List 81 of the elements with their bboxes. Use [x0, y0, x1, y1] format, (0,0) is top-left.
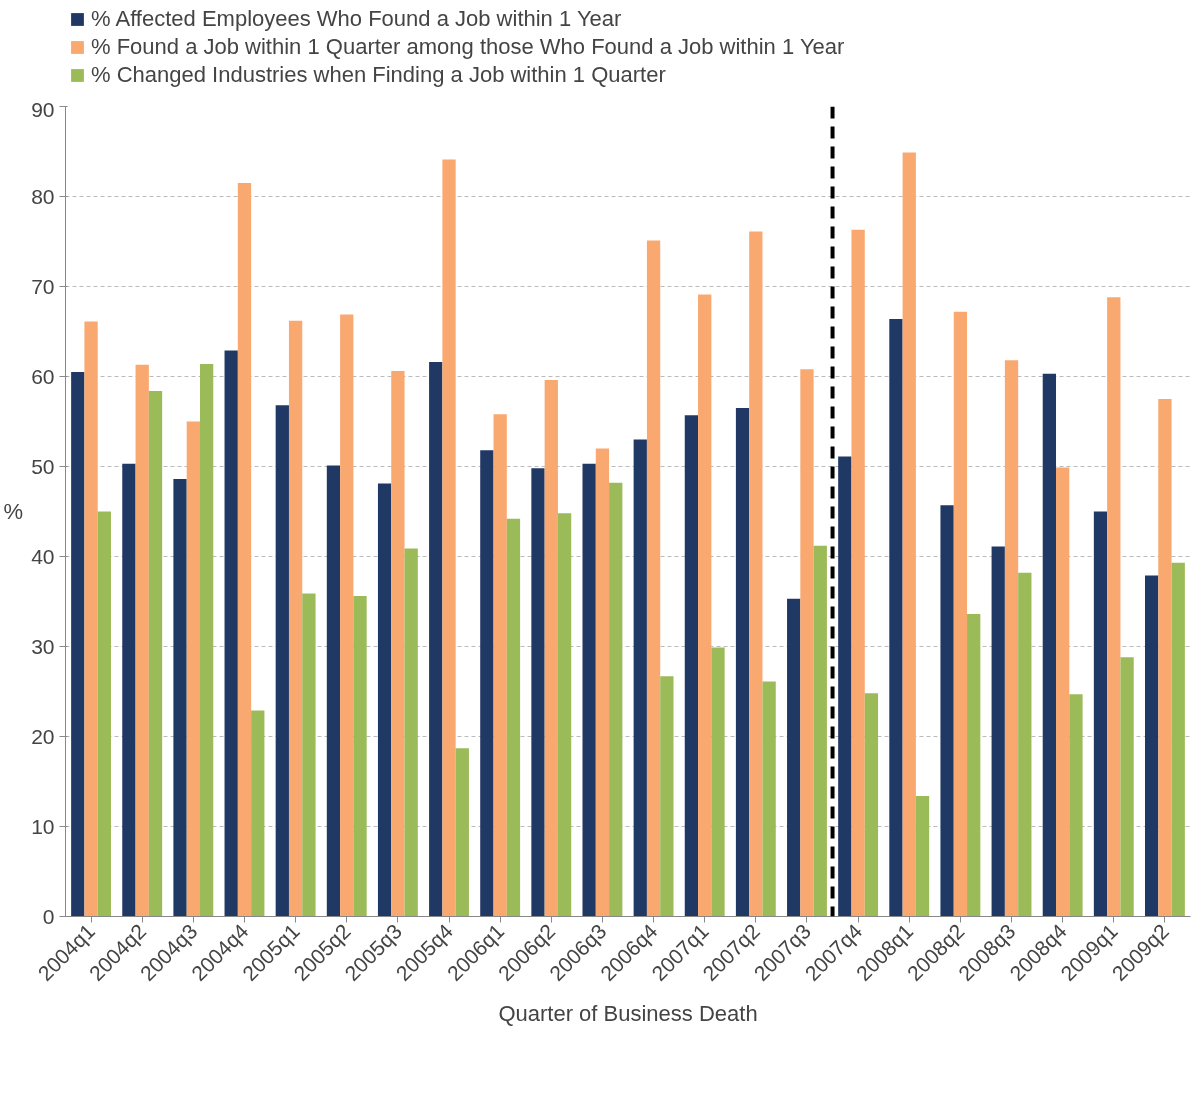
bar: [889, 318, 903, 917]
bar: [186, 421, 200, 917]
bar: [442, 159, 456, 917]
bar: [902, 152, 916, 917]
bar: [787, 598, 801, 917]
y-tick-label: 50: [31, 454, 55, 478]
bar: [340, 314, 354, 917]
bar: [595, 448, 610, 917]
legend-label: % Affected Employees Who Found a Job within 1 Year: [91, 6, 622, 32]
y-tick-label: 0: [42, 904, 55, 928]
bar: [404, 548, 418, 917]
bar: [135, 364, 149, 917]
bar: [915, 795, 930, 917]
bar: [288, 320, 303, 917]
bar: [531, 468, 545, 917]
bar: [684, 415, 699, 917]
bar: [1158, 399, 1172, 917]
bar: [544, 380, 558, 917]
bar: [237, 183, 252, 917]
bar: [633, 439, 647, 917]
bar: [1120, 657, 1134, 917]
bar: [1042, 373, 1057, 917]
bar: [557, 513, 572, 917]
bar: [749, 231, 763, 917]
bar: [71, 372, 85, 917]
bar: [762, 681, 776, 917]
bar: [429, 362, 443, 917]
bar: [838, 456, 852, 917]
y-tick-label: 90: [31, 97, 55, 121]
bar: [506, 518, 521, 917]
bar: [967, 614, 981, 917]
bar: [84, 321, 98, 917]
bar: [391, 371, 405, 917]
bar: [711, 647, 725, 917]
bar: [377, 483, 392, 917]
bar: [353, 596, 367, 917]
bar: [148, 390, 163, 917]
bar: [122, 463, 136, 917]
bar: [97, 511, 112, 917]
bar: [582, 463, 596, 917]
bar: [609, 482, 623, 917]
bar: [953, 311, 968, 917]
bar: [698, 294, 712, 917]
bar: [275, 405, 289, 917]
legend-label: % Changed Industries when Finding a Job within 1 Quarter: [91, 62, 666, 88]
y-tick-label: 40: [31, 544, 55, 568]
legend-label: % Found a Job within 1 Quarter among those Who Found a Job within 1 Year: [91, 34, 845, 60]
bar: [1069, 694, 1083, 917]
bar: [813, 545, 827, 917]
bar: [173, 479, 187, 917]
bar: [1093, 511, 1108, 917]
bar: [1171, 562, 1185, 917]
bar: [1056, 467, 1070, 917]
bar: [646, 240, 661, 917]
y-tick-label: 70: [31, 274, 55, 298]
bar: [302, 593, 316, 917]
bar: [660, 676, 674, 917]
bar: [851, 229, 865, 917]
y-axis-title: %: [3, 499, 24, 524]
bar: [493, 414, 507, 917]
y-tick-label: 80: [31, 184, 55, 208]
bar: [326, 465, 341, 917]
y-tick-label: 10: [31, 814, 55, 838]
y-tick-label: 20: [31, 724, 55, 748]
bar: [224, 350, 238, 917]
bar: [735, 408, 750, 917]
bar: [1018, 572, 1032, 917]
bar: [1107, 297, 1121, 917]
y-tick-label: 30: [31, 634, 55, 658]
bar: [251, 710, 265, 917]
y-tick-label: 60: [31, 364, 55, 388]
bar: [1004, 360, 1019, 917]
bar: [991, 546, 1005, 917]
bar: [940, 505, 954, 917]
bar: [199, 363, 214, 917]
bar: [455, 748, 469, 917]
bar: [480, 450, 494, 917]
x-axis-title: Quarter of Business Death: [498, 1001, 758, 1027]
bar: [1144, 575, 1159, 917]
bar: [864, 693, 879, 917]
bar: [800, 369, 814, 917]
